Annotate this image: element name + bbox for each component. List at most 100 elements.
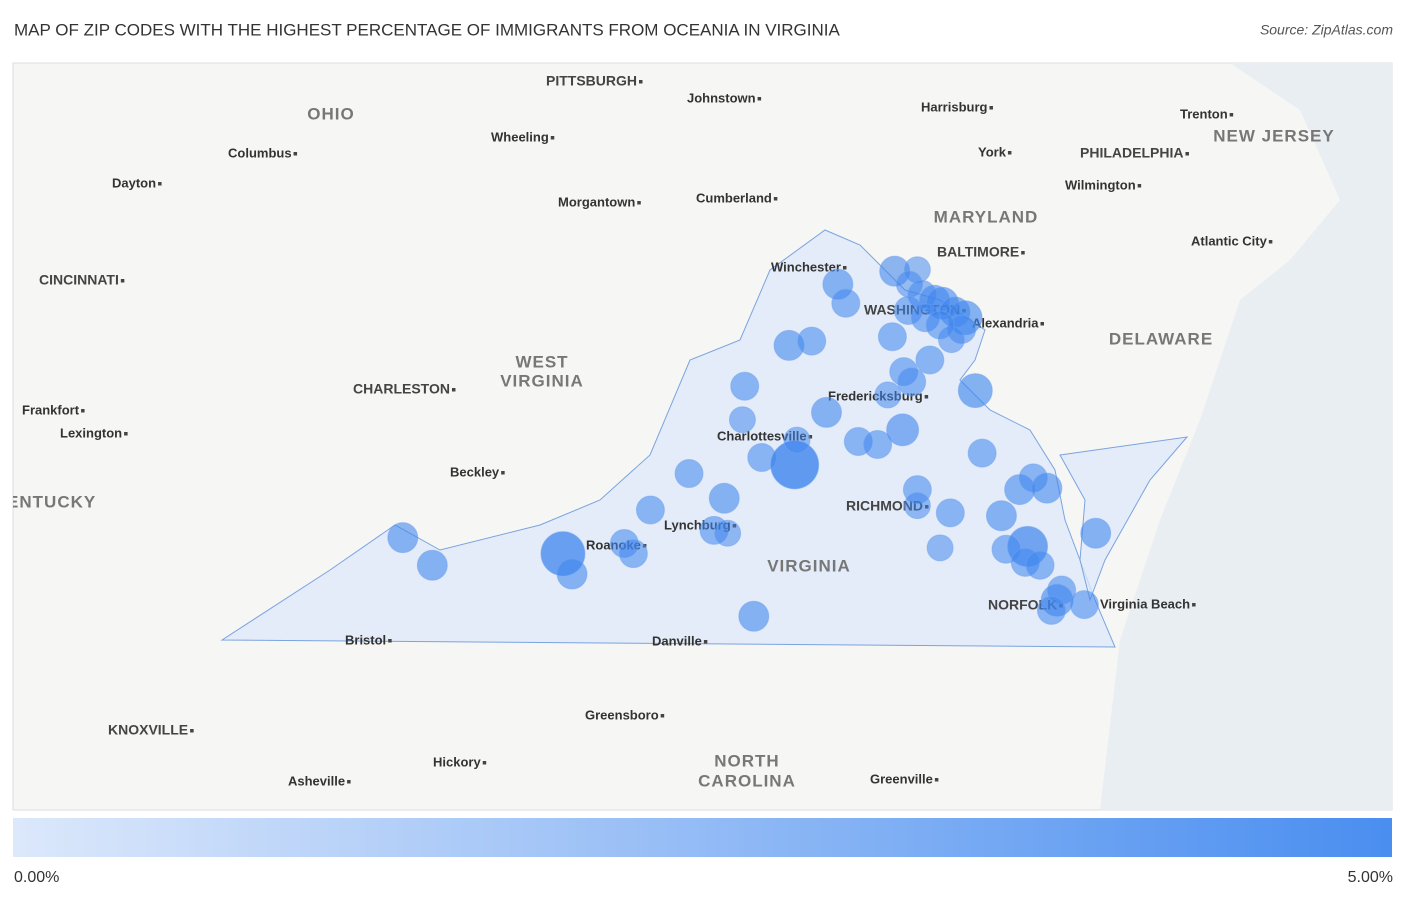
city-dot <box>293 152 298 156</box>
region-label: KENTUCKY <box>0 492 96 511</box>
city-dot <box>1007 151 1012 155</box>
city-label: Virginia Beach <box>1100 596 1190 611</box>
legend-min: 0.00% <box>14 869 59 886</box>
zip-bubble <box>897 367 927 397</box>
city-dot <box>482 761 487 765</box>
region-label: OHIO <box>307 104 354 123</box>
city-dot <box>158 182 162 186</box>
city-dot <box>1137 184 1142 188</box>
city-label: Columbus <box>228 145 292 160</box>
zip-bubble <box>957 373 993 409</box>
city-label: Danville <box>652 633 702 648</box>
zip-bubble <box>874 381 902 409</box>
region-label: CAROLINA <box>698 771 796 790</box>
city-dot <box>81 409 85 413</box>
zip-bubble <box>925 310 955 340</box>
zip-bubble <box>797 326 827 356</box>
city-dot <box>1185 152 1189 156</box>
city-dot <box>1268 240 1273 244</box>
zip-bubble <box>387 522 419 554</box>
city-dot <box>120 279 125 283</box>
zip-bubble <box>886 413 920 447</box>
zip-bubble <box>831 288 861 318</box>
city-label: Lexington <box>60 425 122 440</box>
city-label: Greensboro <box>585 707 659 722</box>
city-dot <box>1229 113 1234 117</box>
zip-bubble <box>935 498 965 528</box>
zip-bubble <box>877 322 907 352</box>
zip-bubble <box>1069 590 1099 620</box>
city-label: Atlantic City <box>1191 233 1268 248</box>
zip-bubble <box>1080 517 1112 549</box>
zip-bubble <box>708 482 740 514</box>
city-label: Frankfort <box>22 402 80 417</box>
title: MAP OF ZIP CODES WITH THE HIGHEST PERCEN… <box>14 20 841 39</box>
city-dot <box>190 729 194 733</box>
city-dot <box>347 780 351 784</box>
city-label: Trenton <box>1180 106 1228 121</box>
zip-bubble <box>783 426 811 454</box>
city-dot <box>989 106 993 110</box>
city-label: Wheeling <box>491 129 549 144</box>
city-label: CHARLESTON <box>353 381 450 397</box>
city-label: BALTIMORE <box>937 244 1019 260</box>
city-dot <box>1192 603 1196 607</box>
city-dot <box>808 435 813 439</box>
city-label: PHILADELPHIA <box>1080 145 1183 161</box>
city-label: Winchester <box>771 259 841 274</box>
source: Source: ZipAtlas.com <box>1260 22 1393 38</box>
legend-bar <box>13 818 1392 857</box>
city-label: Beckley <box>450 464 500 479</box>
region-label: VIRGINIA <box>500 371 584 390</box>
city-dot <box>703 640 708 644</box>
city-label: Wilmington <box>1065 177 1136 192</box>
eastern-shore-shape <box>1059 436 1189 602</box>
zip-bubble <box>863 429 893 459</box>
city-dot <box>550 136 555 140</box>
city-dot <box>1040 322 1044 326</box>
region-label: VIRGINIA <box>767 556 851 575</box>
zip-bubble <box>635 495 665 525</box>
city-dot <box>842 266 847 270</box>
city-label: Cumberland <box>696 190 772 205</box>
city-label: Dayton <box>112 175 156 190</box>
zip-bubble <box>674 459 704 489</box>
zip-bubble <box>416 549 448 581</box>
zip-bubble <box>810 396 842 428</box>
city-label: Bristol <box>345 632 386 647</box>
legend-max: 5.00% <box>1348 869 1393 886</box>
city-dot <box>1021 251 1025 255</box>
zip-bubble <box>728 406 756 434</box>
zip-bubble <box>1025 550 1055 580</box>
region-label: MARYLAND <box>934 207 1039 226</box>
city-dot <box>757 97 762 101</box>
city-label: CINCINNATI <box>39 272 119 288</box>
region-label: WEST <box>515 352 568 371</box>
city-dot <box>501 471 505 475</box>
city-dot <box>639 80 643 84</box>
zip-bubble <box>618 539 648 569</box>
city-label: Harrisburg <box>921 99 988 114</box>
zip-bubble <box>1036 595 1066 625</box>
zip-bubble <box>730 371 760 401</box>
city-dot <box>924 395 929 399</box>
city-label: Hickory <box>433 754 481 769</box>
city-label: PITTSBURGH <box>546 73 637 89</box>
zip-bubble <box>985 500 1017 532</box>
city-label: KNOXVILLE <box>108 722 188 738</box>
region-label: DELAWARE <box>1109 329 1213 348</box>
city-dot <box>388 639 392 643</box>
city-label: Morgantown <box>558 194 635 209</box>
zip-bubble <box>915 345 945 375</box>
city-label: Greenville <box>870 771 933 786</box>
region-label: NEW JERSEY <box>1213 126 1334 145</box>
zip-bubble <box>1031 472 1063 504</box>
zip-bubble <box>556 558 588 590</box>
zip-bubble <box>967 438 997 468</box>
city-label: RICHMOND <box>846 498 923 514</box>
city-label: Asheville <box>288 773 345 788</box>
city-dot <box>637 201 641 205</box>
city-dot <box>660 714 665 718</box>
